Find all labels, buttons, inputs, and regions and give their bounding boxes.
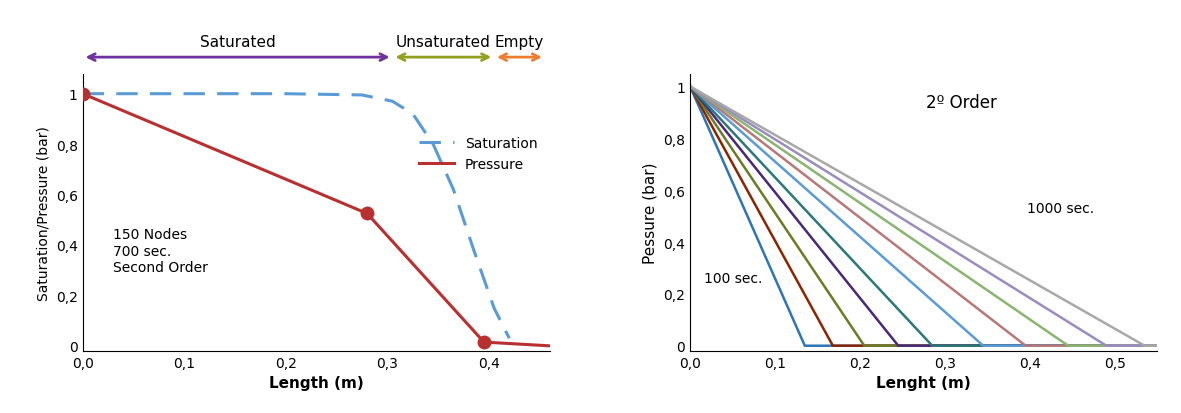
Text: 100 sec.: 100 sec. [704, 271, 763, 285]
Text: Empty: Empty [495, 35, 544, 50]
Legend: Saturation, Pressure: Saturation, Pressure [413, 131, 543, 177]
Text: Saturated: Saturated [200, 35, 275, 50]
X-axis label: Length (m): Length (m) [269, 375, 364, 390]
X-axis label: Lenght (m): Lenght (m) [876, 375, 971, 390]
Text: 150 Nodes
700 sec.
Second Order: 150 Nodes 700 sec. Second Order [113, 228, 208, 274]
Text: 1000 sec.: 1000 sec. [1026, 202, 1094, 216]
Text: Unsaturated: Unsaturated [396, 35, 491, 50]
Y-axis label: Saturation/Pressure (bar): Saturation/Pressure (bar) [37, 126, 51, 300]
Text: 2º Order: 2º Order [926, 94, 997, 112]
Y-axis label: Pessure (bar): Pessure (bar) [642, 162, 658, 263]
